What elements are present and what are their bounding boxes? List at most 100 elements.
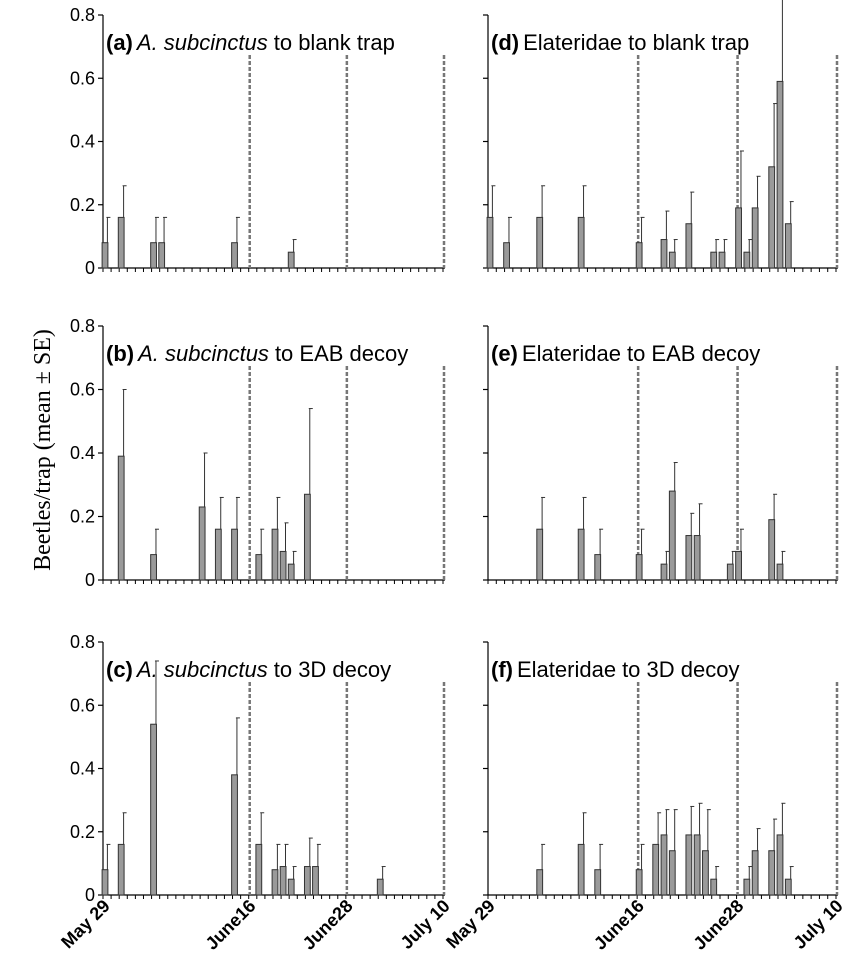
panel-b: 0 0.2 0.4 0.6 0.8 (b) A. subcinctus to EAB deco… <box>70 316 446 590</box>
panel-title: (b) A. subcinctus to EAB decoy <box>106 341 408 366</box>
bar <box>255 843 263 896</box>
bar <box>255 554 263 581</box>
x-date-label: June16 <box>202 896 260 954</box>
panel-species: Elateridae <box>522 341 621 366</box>
bar <box>594 554 602 581</box>
bar <box>577 528 585 581</box>
bar <box>536 528 544 581</box>
bar <box>726 563 734 581</box>
bar <box>693 834 701 896</box>
y-tick-label: 0 <box>85 258 95 278</box>
x-date-label: June28 <box>689 896 747 954</box>
y-tick-label: 0.4 <box>70 759 95 779</box>
bar <box>198 506 206 581</box>
bar <box>660 239 668 269</box>
panel-comparison: to blank trap <box>274 30 395 55</box>
bar <box>101 869 109 896</box>
bar <box>693 535 701 581</box>
panel-d: (d) Elateridae to blank trap <box>483 0 839 272</box>
bar <box>376 878 384 896</box>
panel-title: (a) A. subcinctus to blank trap <box>106 30 395 55</box>
x-date-label: June28 <box>299 896 357 954</box>
bar <box>101 242 109 269</box>
y-tick-label: 0.8 <box>70 5 95 25</box>
panel-title: (f) Elateridae to 3D decoy <box>491 657 739 682</box>
bar <box>287 878 295 896</box>
panel-letter: (c) <box>106 657 133 682</box>
panel-letter: (b) <box>106 341 134 366</box>
bar <box>635 242 643 269</box>
bar <box>652 843 660 896</box>
panel-species: Elateridae <box>523 30 622 55</box>
panel-comparison: to EAB decoy <box>275 341 408 366</box>
bar <box>685 834 693 896</box>
bar <box>660 834 668 896</box>
bar <box>751 850 759 896</box>
bar <box>577 216 585 269</box>
y-tick-label: 0.2 <box>70 822 95 842</box>
bar <box>271 869 279 896</box>
y-tick-label: 0.2 <box>70 195 95 215</box>
bar <box>150 723 157 896</box>
bar <box>594 869 602 896</box>
bar <box>536 216 544 269</box>
bar <box>743 878 751 896</box>
bar <box>214 528 222 581</box>
panel-e: (e) Elateridae to EAB decoy <box>483 325 839 584</box>
panel-species: A. subcinctus <box>135 657 268 682</box>
panel-a: 0 0.2 0.4 0.6 0.8 (a) A. subcinctus to blank tr… <box>70 5 446 278</box>
panel-letter: (d) <box>491 30 519 55</box>
bar <box>287 251 295 269</box>
bar <box>117 216 125 269</box>
panel-letter: (a) <box>106 30 133 55</box>
y-axis-label: Beetles/trap (mean ± SE) <box>30 329 56 571</box>
y-tick-label: 0.2 <box>70 507 95 527</box>
bar <box>503 242 510 269</box>
panels: 00.20.40.60.8(a) A. subcinctus to blank tr… <box>57 0 845 954</box>
bar <box>751 207 759 269</box>
y-tick-label: 0.6 <box>70 380 95 400</box>
y-tick-label: 0.8 <box>70 632 95 652</box>
bar <box>710 251 718 269</box>
bar <box>271 528 279 581</box>
bar <box>279 866 287 896</box>
bar <box>231 242 238 269</box>
panel-comparison: to blank trap <box>628 30 749 55</box>
bar <box>735 207 742 269</box>
bar <box>150 554 157 581</box>
panel-title: (d) Elateridae to blank trap <box>491 30 749 55</box>
y-tick-label: 0.6 <box>70 68 95 88</box>
panel-f: (f) Elateridae to 3D decoy May 29 June16 June… <box>442 641 845 954</box>
bar <box>536 869 544 896</box>
x-date-label: July 10 <box>790 896 845 953</box>
bar <box>768 166 776 269</box>
y-tick-label: 0.6 <box>70 695 95 715</box>
bar <box>776 80 784 269</box>
bar <box>660 563 668 581</box>
panel-species: A. subcinctus <box>135 30 268 55</box>
bar <box>735 550 742 581</box>
bar <box>685 535 693 581</box>
bar <box>231 528 238 581</box>
bar <box>718 251 726 269</box>
panel-comparison: to 3D decoy <box>622 657 739 682</box>
bar <box>577 843 585 896</box>
bar <box>303 866 311 896</box>
bar <box>279 550 287 581</box>
y-tick-label: 0.4 <box>70 132 95 152</box>
bar <box>158 242 166 269</box>
bar <box>685 223 693 269</box>
bar <box>668 850 676 896</box>
panel-letter: (e) <box>491 341 518 366</box>
x-date-label: July 10 <box>397 896 454 953</box>
panel-title: (e) Elateridae to EAB decoy <box>491 341 760 366</box>
bar <box>768 519 776 581</box>
bar <box>117 843 125 896</box>
bar <box>702 850 709 896</box>
x-date-label: June16 <box>590 896 648 954</box>
bar <box>768 850 776 896</box>
panel-species: Elateridae <box>517 657 616 682</box>
bar <box>776 834 784 896</box>
bar <box>303 493 311 581</box>
